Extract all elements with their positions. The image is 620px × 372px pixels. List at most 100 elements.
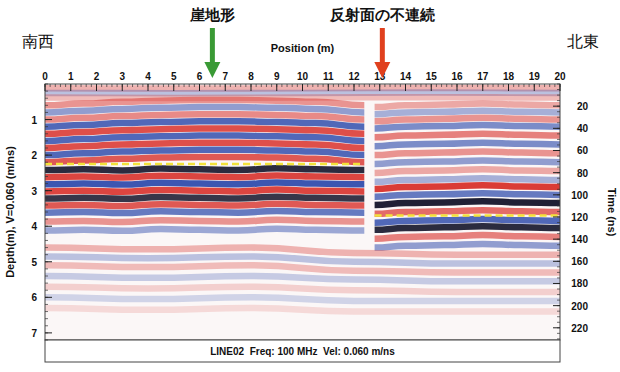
reflector <box>375 185 560 189</box>
minor-tick <box>557 211 560 212</box>
minor-tick <box>158 84 159 87</box>
reflector <box>45 168 364 170</box>
minor-tick <box>81 84 82 87</box>
reflector <box>375 219 560 223</box>
y2-tick-label: 200 <box>571 301 588 312</box>
plot-frame <box>45 84 560 340</box>
minor-tick <box>45 311 48 312</box>
x-tick <box>302 84 303 91</box>
y2-tick-label: 140 <box>571 234 588 245</box>
minor-tick <box>45 140 48 141</box>
minor-tick <box>557 294 560 295</box>
y-tick <box>45 297 52 298</box>
reflector <box>375 193 560 197</box>
minor-tick <box>400 84 401 87</box>
y2-tick <box>553 327 560 328</box>
y-axis-label: Depth(m), V=0.060 (m/ns) <box>4 146 16 278</box>
minor-tick <box>529 84 530 87</box>
reflector <box>45 220 364 222</box>
minor-tick <box>518 84 519 87</box>
x-tick-label: 7 <box>222 71 228 82</box>
minor-tick <box>45 197 48 198</box>
minor-tick <box>557 144 560 145</box>
y2-tick <box>553 194 560 195</box>
y2-tick-label: 60 <box>577 145 589 156</box>
reflector <box>45 211 364 213</box>
minor-tick <box>557 117 560 118</box>
y-tick <box>45 155 52 156</box>
minor-tick <box>45 133 48 134</box>
x-tick <box>70 84 71 91</box>
minor-tick <box>297 84 298 87</box>
minor-tick <box>557 200 560 201</box>
y2-tick-label: 100 <box>571 190 588 201</box>
x-tick <box>457 84 458 91</box>
minor-tick <box>557 84 560 85</box>
minor-tick <box>557 289 560 290</box>
direction-label: 南西 <box>22 33 54 50</box>
minor-tick <box>557 255 560 256</box>
x-tick <box>173 84 174 91</box>
reflector <box>45 157 364 162</box>
minor-tick <box>451 84 452 87</box>
minor-tick <box>557 100 560 101</box>
minor-tick <box>45 325 48 326</box>
minor-tick <box>266 84 267 87</box>
y2-tick-label: 20 <box>577 101 589 112</box>
y2-axis-label: Time (ns) <box>606 188 618 237</box>
minor-tick <box>557 322 560 323</box>
minor-tick <box>557 228 560 229</box>
minor-tick <box>45 98 48 99</box>
minor-tick <box>178 84 179 87</box>
minor-tick <box>101 84 102 87</box>
reflector <box>45 265 560 272</box>
minor-tick <box>45 148 48 149</box>
minor-tick <box>106 84 107 87</box>
x-tick <box>379 84 380 91</box>
minor-tick <box>168 84 169 87</box>
reflector <box>375 118 560 122</box>
y-tick <box>45 119 52 120</box>
minor-tick <box>45 126 48 127</box>
minor-tick <box>557 95 560 96</box>
plot-marks <box>45 88 560 312</box>
minor-tick <box>395 84 396 87</box>
minor-tick <box>467 84 468 87</box>
boundary-line <box>375 214 560 217</box>
reflector <box>375 244 560 248</box>
y-tick <box>45 332 52 333</box>
minor-tick <box>55 84 56 87</box>
reflector <box>375 125 560 128</box>
reflector <box>45 248 560 255</box>
minor-tick <box>415 84 416 87</box>
x-tick-label: 5 <box>171 71 177 82</box>
minor-tick <box>523 84 524 87</box>
minor-tick <box>132 84 133 87</box>
minor-tick <box>420 84 421 87</box>
x-tick <box>276 84 277 91</box>
minor-tick <box>287 84 288 87</box>
minor-tick <box>557 178 560 179</box>
minor-tick <box>557 316 560 317</box>
minor-tick <box>137 84 138 87</box>
minor-tick <box>50 84 51 87</box>
minor-tick <box>557 266 560 267</box>
reflector <box>45 297 560 301</box>
minor-tick <box>45 84 48 85</box>
arrow-head <box>204 62 220 78</box>
minor-tick <box>45 212 48 213</box>
minor-tick <box>127 84 128 87</box>
y-tick-label: 5 <box>31 257 37 268</box>
y-tick <box>45 261 52 262</box>
minor-tick <box>557 300 560 301</box>
minor-tick <box>45 283 48 284</box>
x-tick-label: 1 <box>68 71 74 82</box>
caption: LINE02 Freq: 100 MHz Vel: 0.060 m/ns <box>210 346 395 357</box>
y2-tick <box>553 305 560 306</box>
x-tick <box>354 84 355 91</box>
y2-tick <box>553 106 560 107</box>
y2-tick <box>553 239 560 240</box>
reflector <box>375 152 560 156</box>
minor-tick <box>312 84 313 87</box>
minor-tick <box>544 84 545 87</box>
